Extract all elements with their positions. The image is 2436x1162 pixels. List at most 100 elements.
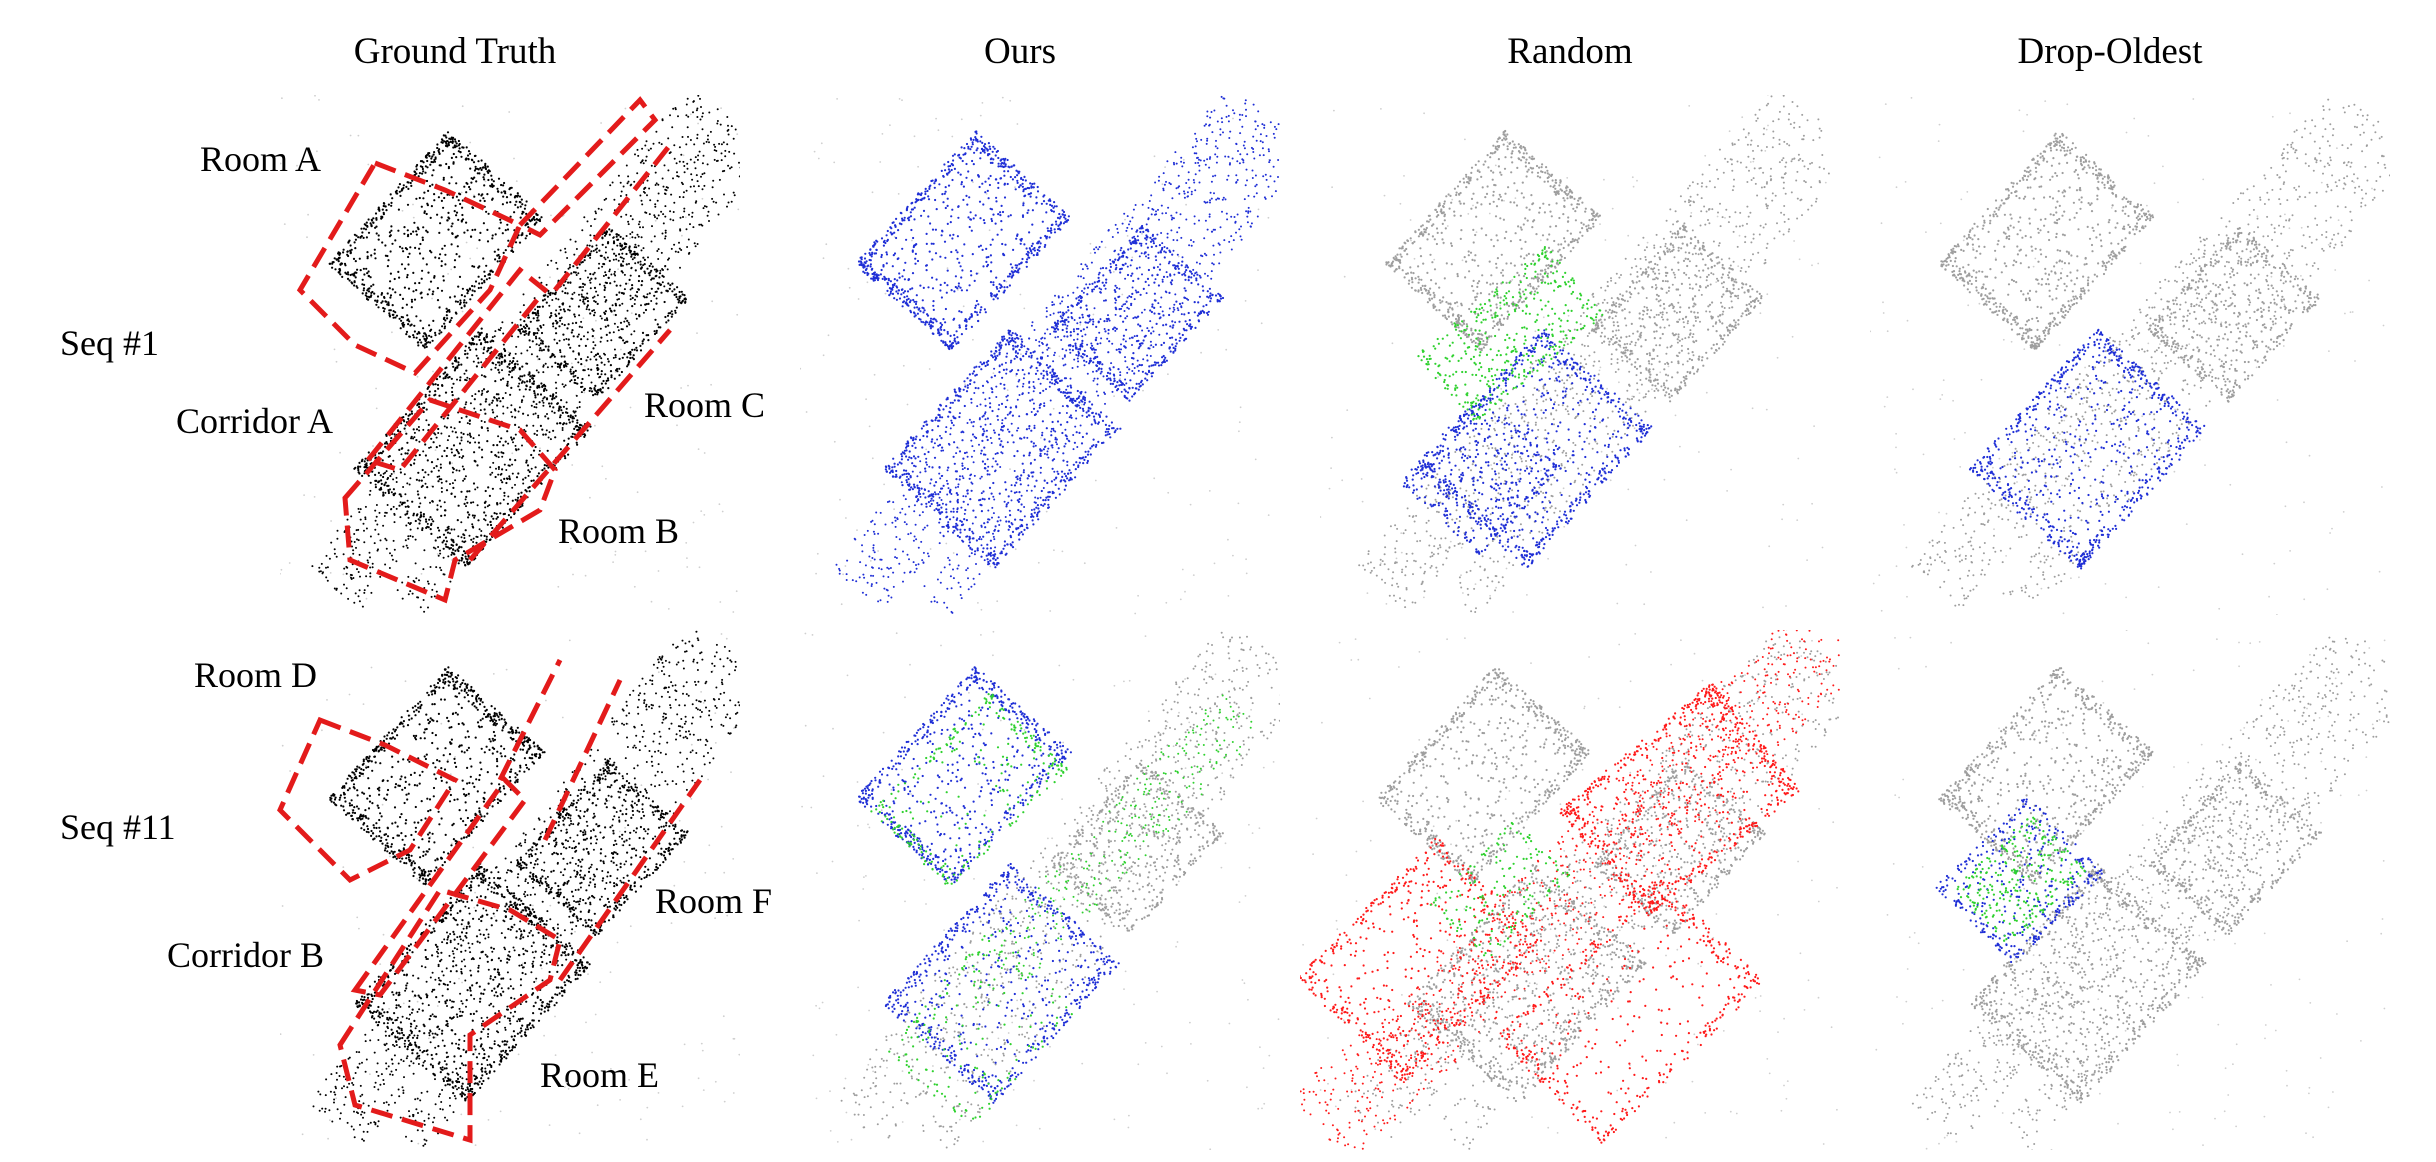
point bbox=[460, 417, 463, 419]
point bbox=[1238, 113, 1241, 116]
point bbox=[542, 401, 545, 404]
point bbox=[1256, 124, 1259, 127]
point bbox=[629, 274, 632, 277]
point bbox=[1043, 452, 1046, 455]
point bbox=[450, 426, 453, 429]
point bbox=[573, 427, 576, 430]
point bbox=[495, 356, 498, 359]
point bbox=[380, 292, 384, 295]
point bbox=[433, 199, 436, 202]
point bbox=[994, 470, 996, 473]
point bbox=[406, 505, 410, 508]
point bbox=[563, 365, 566, 368]
point bbox=[280, 572, 281, 575]
point bbox=[626, 376, 629, 379]
point bbox=[669, 218, 672, 221]
point bbox=[833, 161, 836, 164]
point bbox=[377, 533, 380, 536]
point bbox=[480, 374, 483, 377]
point bbox=[583, 428, 586, 431]
point bbox=[652, 142, 655, 145]
point bbox=[389, 430, 392, 433]
point bbox=[712, 200, 715, 203]
point bbox=[1010, 422, 1013, 425]
point bbox=[542, 389, 546, 392]
point bbox=[1164, 251, 1167, 254]
point bbox=[441, 139, 444, 142]
point bbox=[902, 364, 905, 367]
point bbox=[1114, 313, 1117, 316]
point bbox=[349, 536, 352, 539]
point bbox=[435, 590, 438, 593]
point bbox=[411, 535, 414, 538]
point bbox=[1206, 274, 1209, 277]
point bbox=[521, 499, 524, 502]
point bbox=[1115, 299, 1118, 302]
point bbox=[1140, 244, 1143, 247]
point bbox=[887, 567, 890, 570]
point bbox=[480, 544, 483, 547]
point bbox=[504, 249, 507, 252]
point bbox=[1039, 382, 1042, 385]
point bbox=[1210, 270, 1213, 273]
point bbox=[521, 210, 524, 213]
point bbox=[333, 552, 336, 555]
point bbox=[1076, 322, 1079, 325]
point bbox=[972, 577, 975, 580]
point bbox=[457, 546, 461, 549]
point bbox=[981, 102, 984, 104]
point bbox=[450, 492, 453, 495]
point bbox=[1072, 434, 1075, 436]
point bbox=[427, 429, 430, 432]
point bbox=[434, 334, 437, 337]
point bbox=[393, 512, 396, 515]
point bbox=[503, 190, 506, 193]
point bbox=[396, 421, 399, 424]
point bbox=[406, 546, 409, 549]
point bbox=[356, 286, 359, 289]
point bbox=[1118, 287, 1121, 290]
point bbox=[525, 332, 528, 335]
point bbox=[426, 459, 429, 462]
point bbox=[559, 349, 562, 352]
point bbox=[1054, 336, 1057, 339]
point bbox=[626, 182, 629, 185]
point bbox=[385, 470, 388, 473]
point bbox=[1141, 311, 1143, 314]
point bbox=[911, 470, 914, 473]
point bbox=[394, 190, 397, 193]
point bbox=[554, 327, 557, 330]
point bbox=[382, 494, 385, 497]
point bbox=[992, 512, 995, 515]
point bbox=[603, 256, 606, 259]
point bbox=[1085, 360, 1088, 363]
point bbox=[412, 512, 415, 515]
point bbox=[683, 171, 686, 174]
point bbox=[1229, 162, 1231, 165]
point bbox=[480, 393, 483, 396]
point bbox=[1210, 180, 1213, 183]
point bbox=[655, 290, 658, 293]
point bbox=[1159, 306, 1162, 308]
point bbox=[609, 282, 612, 285]
point bbox=[374, 212, 378, 215]
point bbox=[395, 476, 398, 479]
point bbox=[369, 556, 371, 559]
point bbox=[636, 233, 639, 236]
point bbox=[386, 574, 389, 577]
point bbox=[978, 418, 981, 421]
point bbox=[401, 597, 404, 600]
point bbox=[453, 259, 457, 262]
point bbox=[455, 469, 458, 472]
point bbox=[337, 271, 340, 274]
point bbox=[1225, 212, 1228, 215]
point bbox=[550, 402, 553, 405]
point bbox=[1089, 252, 1092, 255]
point bbox=[502, 251, 505, 254]
point bbox=[612, 356, 615, 359]
point bbox=[1124, 360, 1127, 363]
point bbox=[1041, 431, 1044, 434]
point bbox=[909, 571, 911, 574]
point bbox=[451, 394, 454, 397]
point bbox=[572, 271, 576, 274]
